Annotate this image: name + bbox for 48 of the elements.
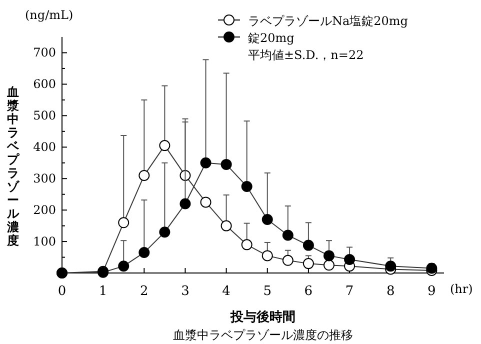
- point: [262, 214, 273, 226]
- point: [323, 250, 334, 262]
- point: [159, 226, 170, 238]
- point: [220, 220, 232, 232]
- x-tick-label: 4: [222, 284, 230, 299]
- point: [220, 158, 232, 170]
- x-tick-label: 7: [345, 284, 354, 299]
- x-axis-title: 投与後時間: [230, 309, 296, 325]
- text: 血漿中ラベプラゾール濃度: [7, 85, 19, 248]
- text: 血漿中ラベプラゾール濃度の推移: [173, 328, 353, 342]
- y-tick-label: 200: [33, 203, 56, 218]
- point: [200, 196, 212, 208]
- y-tick-label: 500: [33, 108, 56, 123]
- legend-label: ラベプラゾールNa塩錠20mg: [248, 14, 408, 28]
- x-tick-label: 9: [428, 284, 436, 299]
- annotation: 平均値±S.D.，n=22: [248, 48, 364, 62]
- y-tick-label: 700: [33, 46, 56, 60]
- point: [302, 240, 314, 251]
- point: [241, 180, 252, 192]
- point: [302, 258, 314, 270]
- x-tick-label: 2: [140, 284, 148, 299]
- x-tick-label: 3: [181, 284, 190, 299]
- point: [323, 260, 334, 271]
- point: [159, 140, 170, 152]
- x-tick-label: 1: [98, 284, 108, 299]
- x-tick-label: 5: [263, 284, 272, 299]
- y-tick-label: 400: [33, 140, 56, 154]
- point: [385, 260, 396, 272]
- x-tick-label: 8: [386, 284, 395, 299]
- x-tick-label: 0: [58, 284, 66, 299]
- text: (ng/mL): [25, 8, 74, 22]
- point: [282, 254, 294, 266]
- text: (hr): [450, 282, 473, 296]
- x-tick-label: 6: [304, 284, 313, 299]
- y-tick-label: 300: [33, 172, 56, 186]
- point: [241, 239, 252, 250]
- point: [138, 247, 150, 258]
- point: [282, 230, 294, 241]
- point: [118, 217, 130, 228]
- y-tick-label: 100: [33, 234, 56, 249]
- point: [200, 157, 212, 168]
- y-tick-label: 600: [33, 77, 56, 92]
- point: [344, 254, 356, 265]
- legend-label: 錠20mg: [248, 31, 295, 45]
- point: [180, 198, 191, 210]
- point: [118, 260, 130, 272]
- point: [138, 170, 150, 181]
- point: [262, 250, 273, 262]
